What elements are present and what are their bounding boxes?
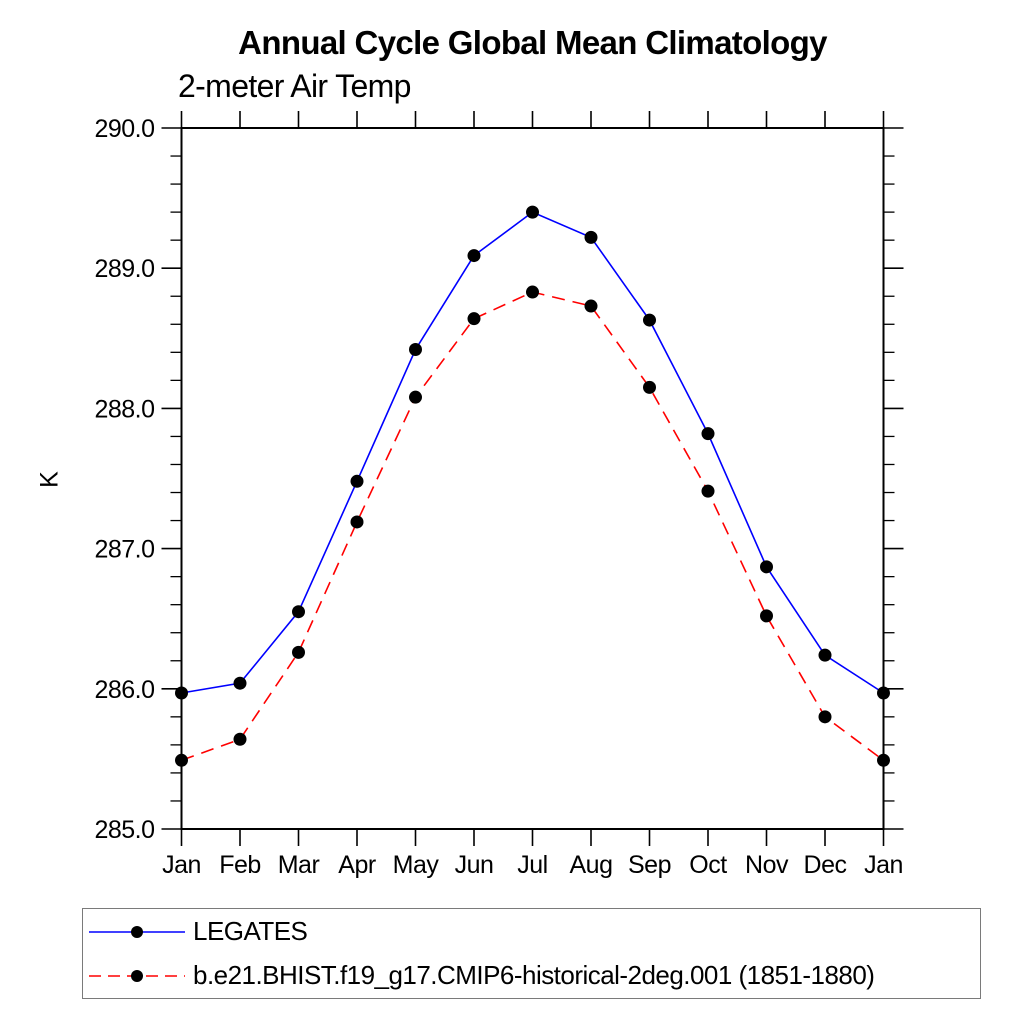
svg-text:288.0: 288.0 bbox=[94, 395, 154, 423]
chart-title: Annual Cycle Global Mean Climatology bbox=[238, 24, 827, 61]
svg-text:Jun: Jun bbox=[455, 851, 494, 879]
svg-text:Jan: Jan bbox=[864, 851, 903, 879]
svg-text:Jul: Jul bbox=[517, 851, 547, 879]
legend-box: LEGATES b.e21.BHIST.f19_g17.CMIP6-histor… bbox=[82, 908, 981, 999]
svg-text:286.0: 286.0 bbox=[94, 676, 154, 704]
svg-text:Mar: Mar bbox=[278, 851, 320, 879]
legend-line-sample-solid bbox=[89, 925, 185, 938]
legend-item-model: b.e21.BHIST.f19_g17.CMIP6-historical-2de… bbox=[83, 954, 980, 998]
legend-item-legates: LEGATES bbox=[83, 910, 980, 954]
svg-text:Aug: Aug bbox=[570, 851, 613, 879]
svg-text:289.0: 289.0 bbox=[94, 255, 154, 283]
svg-text:Nov: Nov bbox=[745, 851, 789, 879]
svg-text:Oct: Oct bbox=[689, 851, 727, 879]
chart-subtitle: 2-meter Air Temp bbox=[178, 68, 411, 104]
svg-text:Sep: Sep bbox=[628, 851, 671, 879]
svg-text:290.0: 290.0 bbox=[94, 115, 154, 143]
svg-text:Apr: Apr bbox=[338, 851, 376, 879]
svg-text:Jan: Jan bbox=[162, 851, 201, 879]
legend-line-sample-dashed bbox=[89, 969, 185, 982]
legend-label-legates: LEGATES bbox=[193, 916, 308, 946]
legend-label-model: b.e21.BHIST.f19_g17.CMIP6-historical-2de… bbox=[193, 960, 875, 990]
svg-text:May: May bbox=[393, 851, 440, 879]
svg-text:Dec: Dec bbox=[804, 851, 847, 879]
svg-text:287.0: 287.0 bbox=[94, 536, 154, 564]
svg-text:285.0: 285.0 bbox=[94, 816, 154, 844]
svg-text:Feb: Feb bbox=[219, 851, 261, 879]
